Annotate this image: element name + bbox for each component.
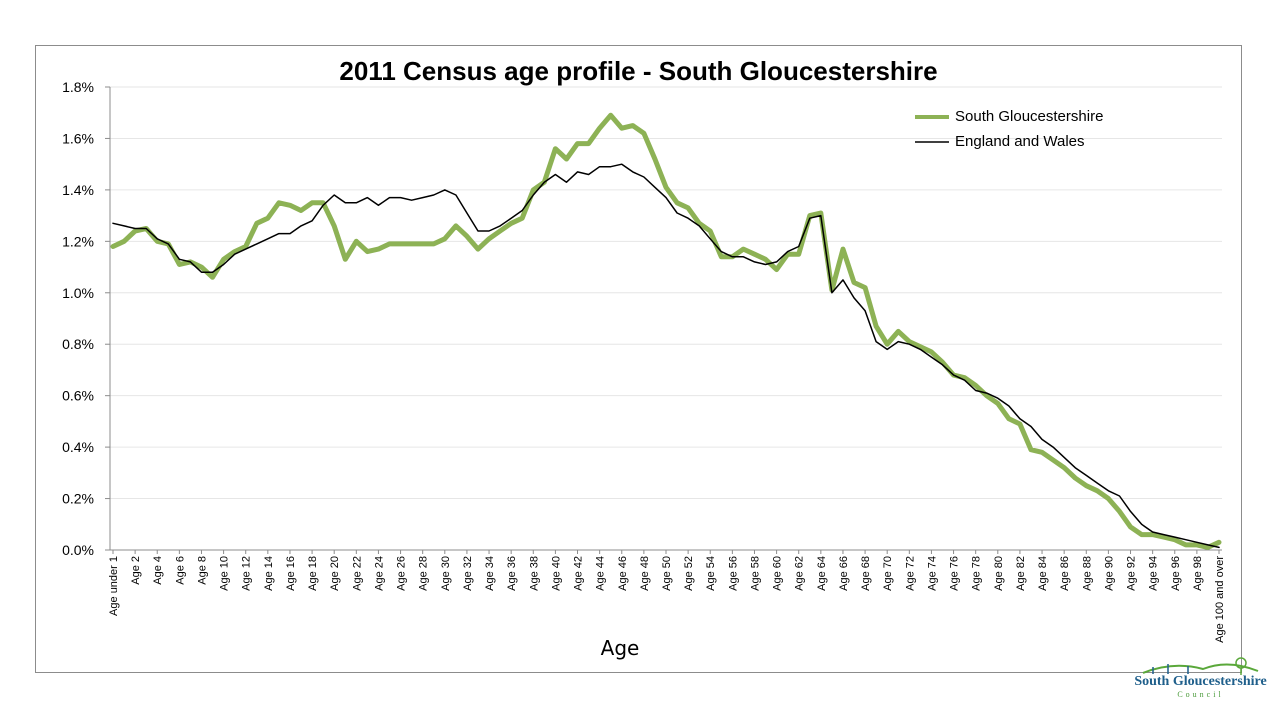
x-tick-label: Age 20 bbox=[329, 556, 341, 591]
chart-title: 2011 Census age profile - South Gloucest… bbox=[339, 56, 938, 86]
x-tick-label: Age 42 bbox=[573, 556, 585, 591]
x-tick-label: Age 70 bbox=[882, 556, 894, 591]
x-tick-label: Age 74 bbox=[926, 556, 938, 591]
x-tick-label: Age 86 bbox=[1059, 556, 1071, 591]
x-tick-label: Age 78 bbox=[971, 556, 983, 591]
x-tick-label: Age 80 bbox=[993, 556, 1005, 591]
x-tick-label: Age 22 bbox=[351, 556, 363, 591]
x-tick-label: Age 48 bbox=[639, 556, 651, 591]
x-tick-label: Age 94 bbox=[1148, 556, 1160, 591]
x-tick-label: Age 100 and over bbox=[1214, 556, 1226, 643]
y-tick-label: 1.4% bbox=[62, 182, 94, 198]
x-tick-label: Age 36 bbox=[506, 556, 518, 591]
logo-name: South Gloucestershire bbox=[1134, 674, 1267, 689]
x-tick-label: Age 58 bbox=[749, 556, 761, 591]
y-tick-label: 0.2% bbox=[62, 491, 94, 507]
x-tick-label: Age 2 bbox=[130, 556, 142, 585]
y-tick-label: 1.2% bbox=[62, 233, 94, 249]
x-tick-label: Age under 1 bbox=[108, 556, 120, 616]
chart-frame bbox=[35, 45, 1242, 673]
logo-subtitle: Council bbox=[1177, 690, 1224, 699]
x-tick-label: Age 8 bbox=[196, 556, 208, 585]
x-tick-label: Age 38 bbox=[528, 556, 540, 591]
legend-label-england-and-wales: England and Wales bbox=[955, 133, 1085, 150]
x-tick-label: Age 98 bbox=[1192, 556, 1204, 591]
x-tick-label: Age 4 bbox=[152, 556, 164, 585]
council-logo: South Gloucestershire Council bbox=[1133, 655, 1268, 715]
x-tick-label: Age 64 bbox=[816, 556, 828, 591]
legend-swatch-south-gloucestershire bbox=[915, 114, 949, 119]
y-tick-label: 1.6% bbox=[62, 130, 94, 146]
x-tick-label: Age 52 bbox=[683, 556, 695, 591]
x-tick-label: Age 96 bbox=[1170, 556, 1182, 591]
x-tick-label: Age 12 bbox=[241, 556, 253, 591]
x-tick-label: Age 34 bbox=[484, 556, 496, 591]
x-tick-label: Age 28 bbox=[418, 556, 430, 591]
x-tick-label: Age 10 bbox=[219, 556, 231, 591]
y-tick-label: 0.0% bbox=[62, 542, 94, 558]
x-tick-label: Age 60 bbox=[772, 556, 784, 591]
y-tick-label: 0.6% bbox=[62, 388, 94, 404]
logo-emblem-icon bbox=[1142, 657, 1259, 675]
x-tick-label: Age 92 bbox=[1126, 556, 1138, 591]
x-tick-label: Age 62 bbox=[794, 556, 806, 591]
x-tick-label: Age 44 bbox=[595, 556, 607, 591]
legend-item-south-gloucestershire: South Gloucestershire bbox=[915, 104, 1103, 129]
x-tick-label: Age 24 bbox=[373, 556, 385, 591]
y-tick-label: 0.4% bbox=[62, 439, 94, 455]
x-tick-label: Age 76 bbox=[949, 556, 961, 591]
x-tick-label: Age 54 bbox=[705, 556, 717, 591]
x-tick-label: Age 26 bbox=[396, 556, 408, 591]
x-tick-label: Age 46 bbox=[617, 556, 629, 591]
x-tick-label: Age 30 bbox=[440, 556, 452, 591]
x-tick-label: Age 66 bbox=[838, 556, 850, 591]
series-line-england-and-wales bbox=[112, 163, 1220, 549]
x-axis-label: Age bbox=[600, 636, 640, 660]
y-tick-label: 0.8% bbox=[62, 336, 94, 352]
legend-item-england-and-wales: England and Wales bbox=[915, 129, 1103, 154]
x-tick-label: Age 16 bbox=[285, 556, 297, 591]
series-line-south-gloucestershire bbox=[110, 112, 1222, 550]
x-tick-label: Age 88 bbox=[1081, 556, 1093, 591]
y-tick-label: 1.8% bbox=[62, 79, 94, 95]
x-tick-label: Age 32 bbox=[462, 556, 474, 591]
x-tick-label: Age 82 bbox=[1015, 556, 1027, 591]
x-tick-label: Age 90 bbox=[1103, 556, 1115, 591]
x-tick-label: Age 40 bbox=[550, 556, 562, 591]
y-tick-label: 1.0% bbox=[62, 285, 94, 301]
legend-label-south-gloucestershire: South Gloucestershire bbox=[955, 108, 1104, 125]
legend-swatch-england-and-wales bbox=[915, 140, 949, 143]
x-tick-label: Age 50 bbox=[661, 556, 673, 591]
x-tick-label: Age 14 bbox=[263, 556, 275, 591]
x-tick-label: Age 84 bbox=[1037, 556, 1049, 591]
x-tick-label: Age 56 bbox=[727, 556, 739, 591]
x-tick-label: Age 18 bbox=[307, 556, 319, 591]
chart-legend: South Gloucestershire England and Wales bbox=[915, 104, 1103, 154]
x-tick-label: Age 68 bbox=[860, 556, 872, 591]
x-tick-label: Age 6 bbox=[174, 556, 186, 585]
x-tick-label: Age 72 bbox=[904, 556, 916, 591]
